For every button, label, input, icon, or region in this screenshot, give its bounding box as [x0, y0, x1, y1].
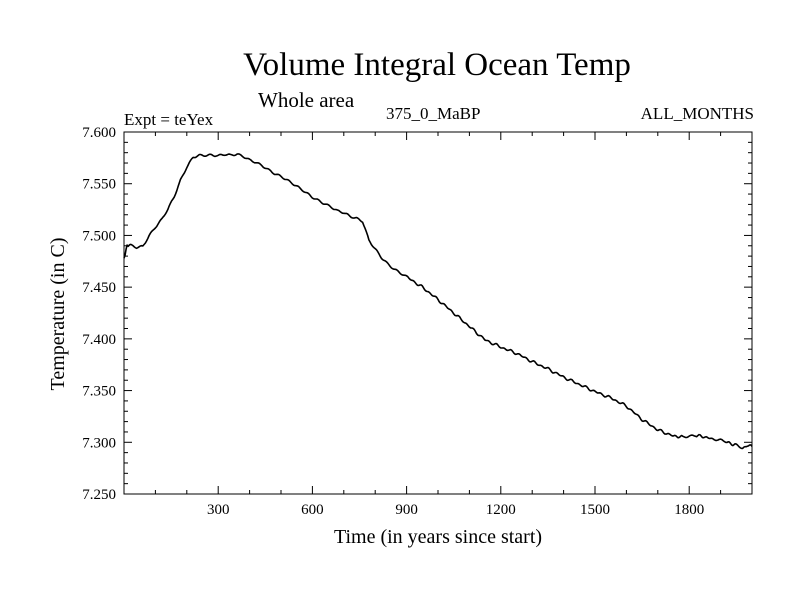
x-tick-label: 1800	[674, 502, 704, 518]
x-tick-label: 900	[395, 502, 418, 518]
y-axis-label: Temperature (in C)	[47, 237, 69, 391]
x-tick-label: 1200	[486, 502, 516, 518]
y-tick-label: 7.600	[82, 125, 116, 141]
axis-tick-labels: 300 600 900 1200 1500 1800 7.250 7.300 7.350 7.40…	[82, 125, 704, 518]
y-tick-label: 7.300	[82, 435, 116, 451]
x-axis-label: Time (in years since start)	[333, 526, 543, 548]
chart-title: Volume Integral Ocean Temp	[243, 47, 631, 83]
y-tick-label: 7.500	[82, 228, 116, 244]
y-tick-label: 7.450	[82, 280, 116, 296]
axis-ticks	[124, 131, 752, 495]
temperature-series-line	[123, 153, 753, 450]
period-label: 375_0_MaBP	[386, 104, 481, 123]
x-tick-label: 600	[301, 502, 324, 518]
y-tick-label: 7.550	[82, 177, 116, 193]
months-label: ALL_MONTHS	[640, 104, 754, 123]
y-tick-label: 7.350	[82, 384, 116, 400]
chart-subtitle: Whole area	[258, 88, 355, 112]
experiment-label: Expt = teYex	[124, 110, 214, 129]
x-tick-label: 1500	[580, 502, 610, 518]
plot-frame	[123, 131, 753, 495]
x-tick-label: 300	[207, 502, 230, 518]
y-tick-label: 7.250	[82, 487, 116, 503]
y-tick-label: 7.400	[82, 332, 116, 348]
